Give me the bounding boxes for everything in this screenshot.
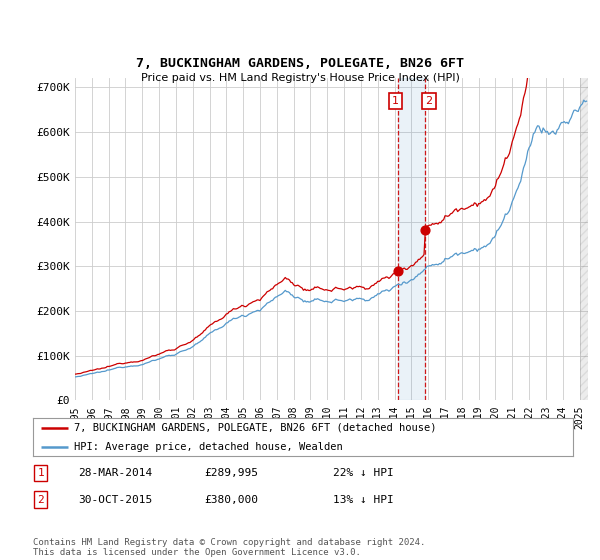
Text: 1: 1 bbox=[392, 96, 399, 106]
Point bbox=[394, 266, 403, 275]
Text: 2: 2 bbox=[37, 494, 44, 505]
Text: 30-OCT-2015: 30-OCT-2015 bbox=[78, 494, 152, 505]
Text: 28-MAR-2014: 28-MAR-2014 bbox=[78, 468, 152, 478]
Point bbox=[420, 226, 430, 235]
Text: 13% ↓ HPI: 13% ↓ HPI bbox=[333, 494, 394, 505]
Text: HPI: Average price, detached house, Wealden: HPI: Average price, detached house, Weal… bbox=[74, 442, 342, 452]
Bar bbox=[398, 78, 425, 400]
Text: Price paid vs. HM Land Registry's House Price Index (HPI): Price paid vs. HM Land Registry's House … bbox=[140, 73, 460, 83]
Text: 7, BUCKINGHAM GARDENS, POLEGATE, BN26 6FT: 7, BUCKINGHAM GARDENS, POLEGATE, BN26 6F… bbox=[136, 57, 464, 70]
Bar bbox=[580, 78, 588, 400]
Text: £380,000: £380,000 bbox=[204, 494, 258, 505]
Text: 1: 1 bbox=[37, 468, 44, 478]
Text: 2: 2 bbox=[425, 96, 433, 106]
Text: 22% ↓ HPI: 22% ↓ HPI bbox=[333, 468, 394, 478]
Text: Contains HM Land Registry data © Crown copyright and database right 2024.
This d: Contains HM Land Registry data © Crown c… bbox=[33, 538, 425, 557]
Text: 7, BUCKINGHAM GARDENS, POLEGATE, BN26 6FT (detached house): 7, BUCKINGHAM GARDENS, POLEGATE, BN26 6F… bbox=[74, 423, 436, 433]
Text: £289,995: £289,995 bbox=[204, 468, 258, 478]
